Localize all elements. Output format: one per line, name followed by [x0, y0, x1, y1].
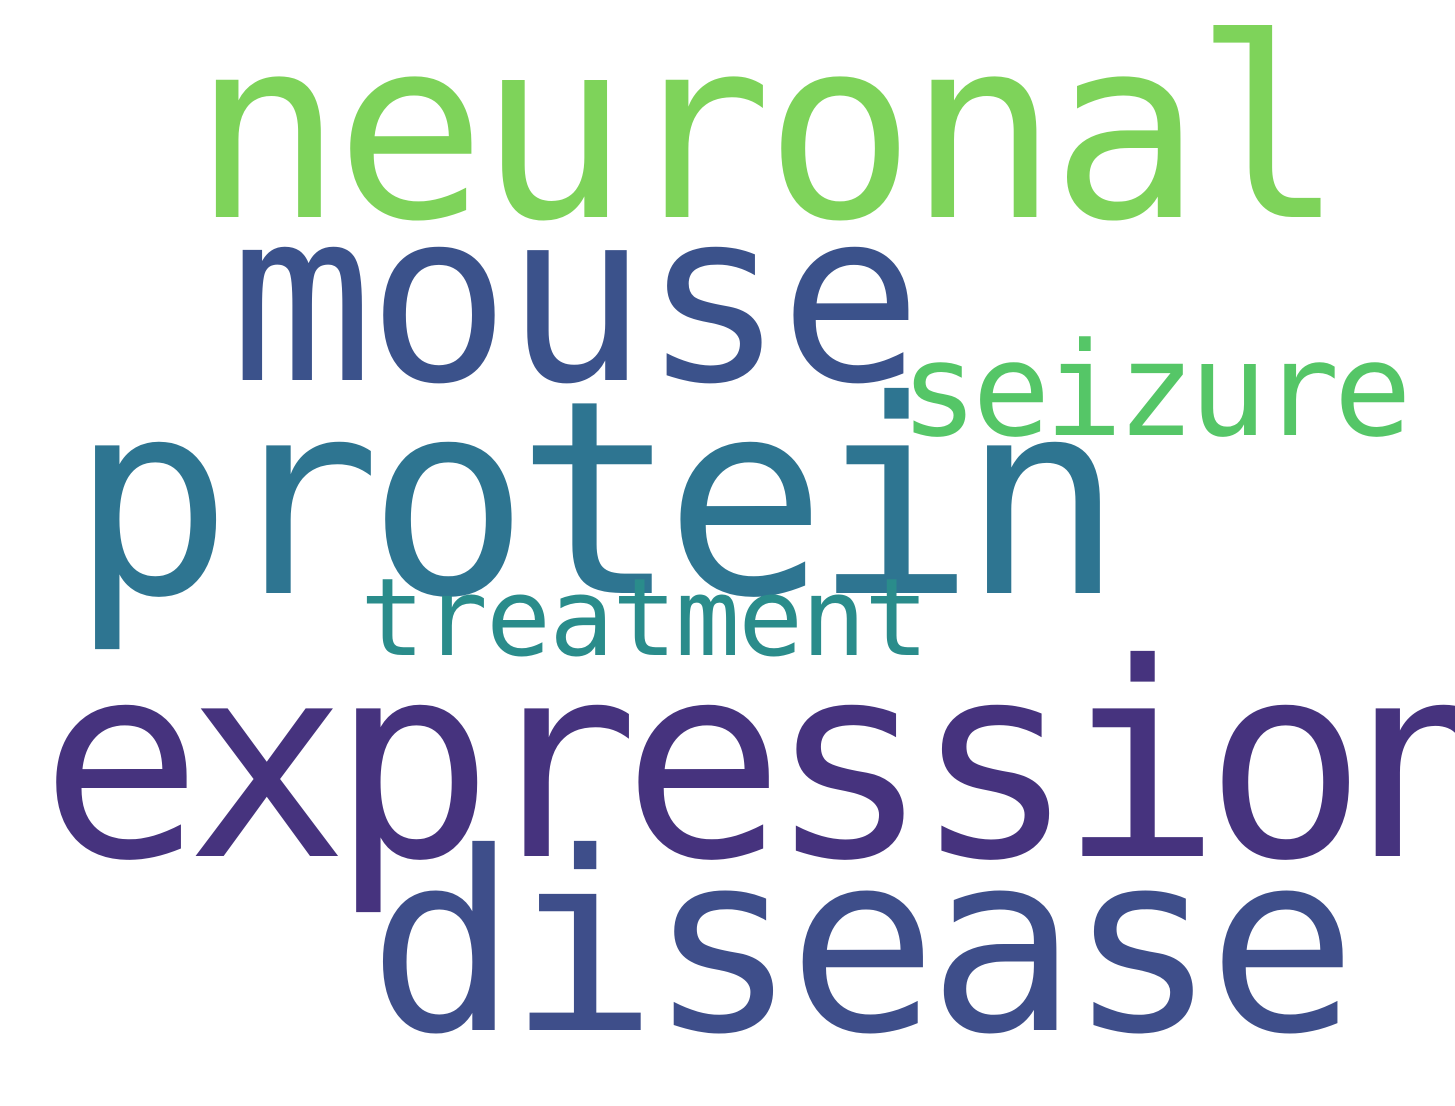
word-expression: expression	[40, 605, 1455, 920]
word-treatment: treatment	[360, 556, 929, 681]
word-protein: protein	[70, 342, 1124, 657]
word-disease: disease	[368, 799, 1357, 1089]
word-seizure: seizure	[900, 314, 1412, 466]
word-neuronal: neuronal	[192, 0, 1345, 277]
word-mouse: mouse	[230, 160, 922, 437]
